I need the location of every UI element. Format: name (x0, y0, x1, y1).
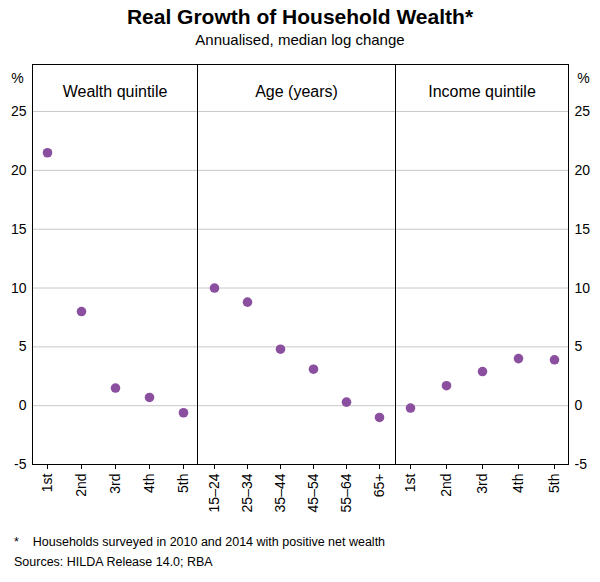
svg-text:4th: 4th (141, 474, 157, 493)
svg-text:15: 15 (11, 221, 27, 237)
svg-text:3rd: 3rd (474, 474, 490, 494)
svg-text:Income quintile: Income quintile (428, 83, 536, 100)
html-text:Annualised, median log change: Annualised, median log change (195, 31, 405, 48)
svg-text:-5: -5 (575, 456, 588, 472)
svg-text:20: 20 (575, 162, 591, 178)
svg-text:3rd: 3rd (107, 474, 123, 494)
svg-text:25: 25 (11, 103, 27, 119)
svg-text:Age (years): Age (years) (255, 83, 338, 100)
svg-text:5th: 5th (546, 474, 562, 493)
svg-text:5: 5 (19, 338, 27, 354)
svg-text:%: % (11, 70, 23, 86)
html-text:* Households surveyed in 2010: * Households surveyed in 2010 and 2014 w… (14, 535, 386, 549)
svg-text:-5: -5 (14, 456, 27, 472)
html-text:Real Growth of Household Wealt: Real Growth of Household Wealth* (126, 5, 474, 28)
svg-text:10: 10 (575, 280, 591, 296)
svg-text:55–64: 55–64 (338, 473, 354, 512)
svg-text:15: 15 (575, 221, 591, 237)
svg-text:1st: 1st (402, 473, 418, 492)
svg-text:25: 25 (575, 103, 591, 119)
svg-text:0: 0 (575, 397, 583, 413)
svg-text:20: 20 (11, 162, 27, 178)
svg-text:0: 0 (19, 397, 27, 413)
svg-text:2nd: 2nd (73, 474, 89, 497)
svg-text:15–24: 15–24 (206, 473, 222, 512)
svg-text:25–34: 25–34 (239, 473, 255, 512)
svg-text:1st: 1st (39, 473, 55, 492)
svg-text:65+: 65+ (371, 474, 387, 498)
html-text:Sources: HILDA Release 14.0; R: Sources: HILDA Release 14.0; RBA (14, 555, 213, 569)
svg-text:5: 5 (575, 338, 583, 354)
svg-text:2nd: 2nd (438, 474, 454, 497)
svg-text:5th: 5th (175, 474, 191, 493)
svg-text:45–54: 45–54 (305, 473, 321, 512)
svg-text:%: % (577, 70, 589, 86)
svg-text:4th: 4th (510, 474, 526, 493)
svg-text:10: 10 (11, 280, 27, 296)
svg-text:Wealth quintile: Wealth quintile (63, 83, 168, 100)
svg-text:35–44: 35–44 (272, 473, 288, 512)
